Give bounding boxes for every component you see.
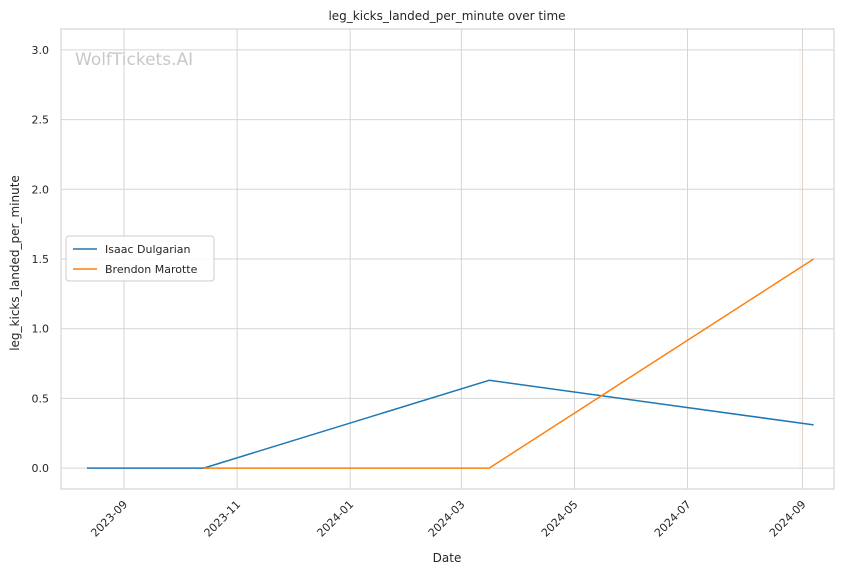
y-tick-label: 0.5	[32, 392, 50, 405]
watermark: WolfTickets.AI	[75, 50, 193, 70]
legend-box	[65, 235, 215, 282]
x-tick-label: 2024-07	[652, 498, 694, 540]
x-tick-label: 2023-11	[202, 498, 244, 540]
x-tick-label: 2024-09	[767, 498, 809, 540]
series-line-isaac-dulgarian	[87, 379, 814, 469]
x-axis-label: Date	[433, 551, 462, 565]
x-tick-label: 2024-01	[315, 498, 357, 540]
y-tick-label: 1.5	[32, 253, 50, 266]
y-axis-label: leg_kicks_landed_per_minute	[8, 175, 22, 351]
x-tick-label: 2023-09	[88, 498, 130, 540]
x-tick-label: 2024-03	[426, 498, 468, 540]
chart-title: leg_kicks_landed_per_minute over time	[328, 9, 565, 23]
y-axis-ticks: 0.0 0.5 1.0 1.5 2.0 2.5 3.0	[32, 44, 50, 475]
y-tick-label: 1.0	[32, 323, 50, 336]
series-lines	[86, 258, 815, 469]
legend-label-isaac-dulgarian: Isaac Dulgarian	[105, 243, 191, 256]
legend: Isaac Dulgarian Brendon Marotte	[65, 235, 215, 282]
y-tick-label: 2.0	[32, 183, 50, 196]
y-tick-label: 0.0	[32, 462, 50, 475]
y-tick-label: 3.0	[32, 44, 50, 57]
legend-label-brendon-marotte: Brendon Marotte	[105, 263, 198, 276]
y-tick-label: 2.5	[32, 114, 50, 127]
x-tick-label: 2024-05	[539, 498, 581, 540]
x-axis-ticks: 2023-09 2023-11 2024-01 2024-03 2024-05 2024-…	[88, 498, 808, 540]
